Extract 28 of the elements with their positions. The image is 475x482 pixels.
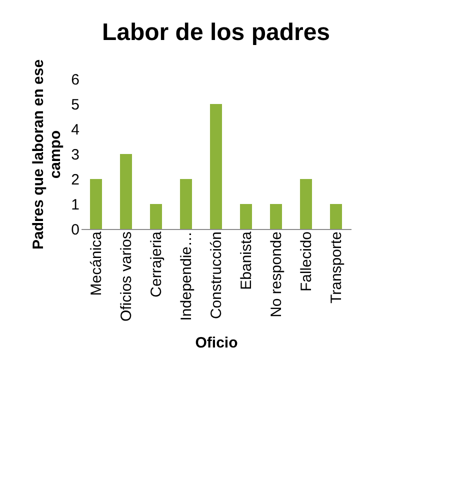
y-tick-label: 6: [71, 72, 80, 88]
bar: [120, 154, 132, 229]
x-axis-title: Oficio: [195, 334, 238, 352]
bar: [210, 104, 222, 229]
y-axis-title: Padres que laboran en ese campo: [30, 59, 64, 250]
x-tick-label: Transporte: [328, 232, 345, 304]
x-tick-label: Oficios varios: [118, 232, 135, 322]
y-tick-label: 5: [71, 96, 80, 114]
y-tick-label: 3: [71, 146, 80, 164]
bar: [180, 179, 192, 229]
x-tick-label: Fallecido: [298, 232, 315, 292]
x-tick-label: Ebanista: [238, 230, 255, 290]
bar: [270, 204, 282, 229]
x-tick-label: Mecánica: [88, 230, 105, 296]
bar: [90, 179, 102, 229]
bar: [330, 204, 342, 229]
x-tick-label: Independie…: [178, 232, 195, 321]
y-tick-label: 2: [71, 172, 80, 188]
bar: [240, 204, 252, 229]
x-tick-label: No responde: [268, 232, 285, 318]
y-tick-label: 4: [71, 122, 80, 138]
chart-title: Labor de los padres: [102, 18, 330, 46]
y-tick-label: 1: [71, 196, 80, 214]
bar: [150, 204, 162, 229]
y-tick-label: 0: [71, 222, 80, 238]
x-tick-label: Construcción: [208, 232, 225, 320]
x-tick-label: Cerrajeria: [148, 230, 165, 298]
bar: [300, 179, 312, 229]
